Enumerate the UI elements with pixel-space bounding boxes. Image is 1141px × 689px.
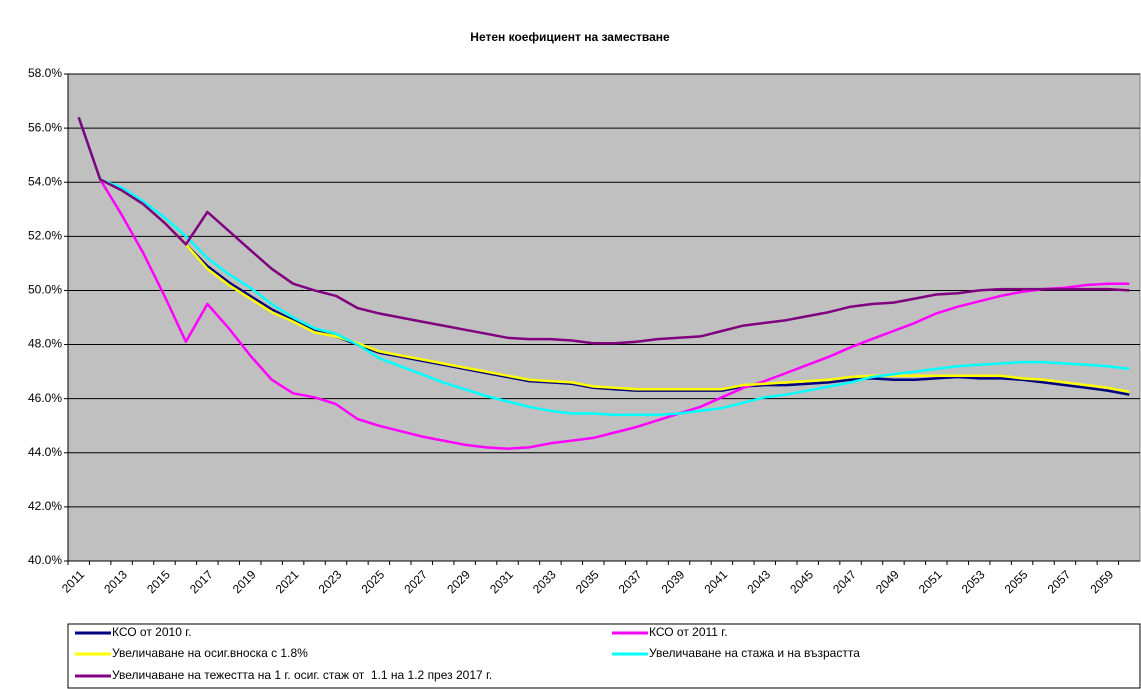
y-tick-label: 42.0% xyxy=(28,499,62,513)
chart-title: Нетен коефициент на заместване xyxy=(470,30,670,44)
legend-label: Увеличаване на тежестта на 1 г. осиг. ст… xyxy=(112,668,492,682)
y-tick-label: 54.0% xyxy=(28,174,62,188)
x-tick-label: 2015 xyxy=(144,567,173,596)
x-tick-label: 2043 xyxy=(744,567,773,596)
series-line xyxy=(77,116,1130,417)
x-tick-label: 2053 xyxy=(959,567,988,596)
y-tick-label: 44.0% xyxy=(28,445,62,459)
x-tick-label: 2033 xyxy=(530,567,559,596)
y-tick-label: 46.0% xyxy=(28,391,62,405)
legend-label: КСО от 2010 г. xyxy=(112,625,191,639)
y-tick-label: 58.0% xyxy=(28,66,62,80)
x-tick-label: 2041 xyxy=(702,567,731,596)
y-tick-label: 56.0% xyxy=(28,120,62,134)
y-tick-label: 52.0% xyxy=(28,229,62,243)
x-tick-label: 2047 xyxy=(830,567,859,596)
x-tick-label: 2055 xyxy=(1002,567,1031,596)
x-tick-label: 2013 xyxy=(101,567,130,596)
y-tick-label: 48.0% xyxy=(28,337,62,351)
legend-label: Увеличаване на стажа и на възрастта xyxy=(649,646,860,660)
x-tick-label: 2035 xyxy=(573,567,602,596)
x-tick-label: 2017 xyxy=(187,567,216,596)
x-tick-label: 2021 xyxy=(273,567,302,596)
plot-area xyxy=(67,73,1141,562)
x-tick-label: 2027 xyxy=(401,567,430,596)
x-tick-label: 2011 xyxy=(59,567,87,595)
x-tick-label: 2049 xyxy=(873,567,902,596)
x-tick-label: 2019 xyxy=(230,567,259,596)
x-tick-label: 2039 xyxy=(659,567,688,596)
x-tick-label: 2023 xyxy=(316,567,345,596)
y-tick-label: 40.0% xyxy=(28,553,62,567)
series-line xyxy=(77,116,1130,396)
series-line xyxy=(77,116,1130,450)
x-tick-label: 2031 xyxy=(487,567,516,596)
x-tick-label: 2037 xyxy=(616,567,645,596)
x-tick-label: 2025 xyxy=(358,567,387,596)
series-line xyxy=(77,116,1130,345)
x-tick-label: 2029 xyxy=(444,567,473,596)
legend-label: Увеличаване на осиг.вноска с 1.8% xyxy=(112,646,308,660)
series-line xyxy=(77,116,1130,394)
x-tick-label: 2045 xyxy=(787,567,816,596)
x-tick-label: 2059 xyxy=(1087,567,1116,596)
legend xyxy=(67,623,1141,689)
x-tick-label: 2057 xyxy=(1045,567,1074,596)
legend-label: КСО от 2011 г. xyxy=(649,625,728,639)
y-tick-label: 50.0% xyxy=(28,283,62,297)
x-tick-label: 2051 xyxy=(916,567,945,596)
